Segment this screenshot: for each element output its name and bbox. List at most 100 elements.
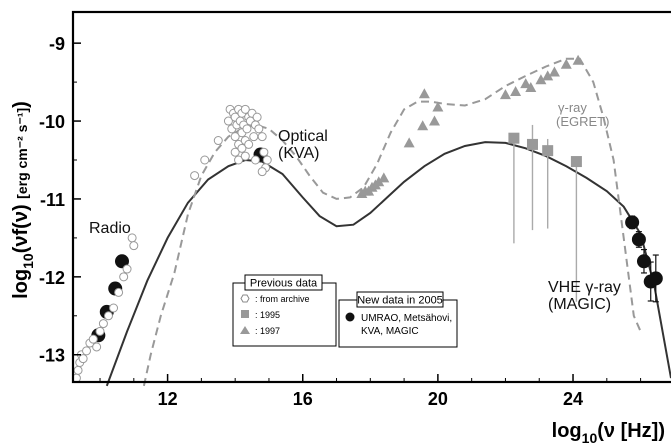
new-data-point <box>631 232 646 247</box>
legend-previous-title: Previous data <box>250 278 318 290</box>
archive-data-point <box>240 104 250 114</box>
x-axis-label-rest: (ν [Hz]) <box>597 420 665 442</box>
data-point-1997 <box>548 66 560 77</box>
data-point-1997 <box>373 176 385 187</box>
x-axis-label-sub: 10 <box>582 430 598 445</box>
data-point-1997 <box>418 88 430 99</box>
data-point-1997 <box>510 85 522 96</box>
data-point-1997 <box>535 74 547 85</box>
archive-data-point <box>82 346 92 356</box>
archive-data-point <box>190 171 200 181</box>
archive-data-point <box>92 342 102 352</box>
archive-data-point <box>259 147 269 157</box>
legend-new-line-2: KVA, MAGIC <box>361 326 419 337</box>
archive-data-point <box>95 326 105 336</box>
y-tick-label: -11 <box>40 190 65 210</box>
new-data-point <box>636 254 651 269</box>
data-point-1997 <box>525 82 537 93</box>
archive-data-point <box>213 136 223 146</box>
new-data-point <box>625 215 640 230</box>
archive-data-point <box>88 334 98 344</box>
archive-data-point <box>254 124 264 134</box>
archive-data-point <box>249 132 259 142</box>
archive-data-point <box>244 139 254 149</box>
data-point-1997 <box>429 115 441 126</box>
y-tick-label: -13 <box>39 346 65 366</box>
archive-data-point <box>223 116 233 126</box>
y-axis-label-base: log <box>10 269 32 299</box>
y-tick-label: -12 <box>39 268 65 288</box>
archive-data-point <box>230 132 240 142</box>
archive-data-point <box>237 143 247 153</box>
x-axis-label-base: log <box>552 420 582 442</box>
archive-data-point <box>234 155 244 165</box>
data-point-1997 <box>499 89 511 100</box>
archive-data-point <box>78 354 88 364</box>
archive-data-point <box>250 155 260 165</box>
archive-data-point <box>122 264 132 274</box>
archive-data-point <box>257 132 267 142</box>
data-point-1995 <box>542 145 554 157</box>
archive-data-point <box>103 311 113 321</box>
archive-data-point <box>129 241 139 251</box>
archive-data-point <box>262 155 272 165</box>
radio-label: Radio <box>89 220 131 237</box>
data-point-1997 <box>432 101 444 112</box>
plot-frame <box>71 10 671 384</box>
legend-hexagon-icon <box>240 294 250 303</box>
archive-data-point <box>257 167 267 177</box>
new-data-point <box>114 254 129 269</box>
y-axis-label-close: ) <box>10 101 32 108</box>
data-point-1997 <box>378 172 390 183</box>
data-point-1997 <box>417 120 429 131</box>
archive-data-point <box>200 155 210 165</box>
archive-data-point <box>73 365 83 375</box>
vhe-gamma-ray-label: VHE γ-ray <box>548 279 621 296</box>
legend-triangle-icon <box>240 326 250 334</box>
legend-new-data: New data in 2005 UMRAO, Metsähovi, KVA, … <box>338 291 458 348</box>
data-point-1997 <box>542 70 554 81</box>
x-axis-label: log10(ν [Hz]) <box>552 420 665 445</box>
legend-archive-text: : from archive <box>255 294 310 304</box>
y-axis-label-rest: (νf(ν) <box>10 199 32 253</box>
data-point-1997 <box>403 137 415 148</box>
x-tick-label: 24 <box>563 389 583 409</box>
archive-data-point <box>98 319 108 329</box>
legend-new-title: New data in 2005 <box>357 295 443 307</box>
optical-label: Optical <box>278 128 328 145</box>
x-tick-label: 20 <box>428 389 448 409</box>
legend-filled-circle-icon <box>345 312 355 322</box>
x-tick-label: 12 <box>158 389 178 409</box>
archive-data-point <box>114 287 124 297</box>
legend-previous-data: Previous data : from archive : 1995 : 19… <box>232 274 337 347</box>
y-axis-label-unit: [erg cm⁻² s⁻¹] <box>14 108 30 199</box>
data-point-1997 <box>572 54 584 65</box>
y-axis-label: log10(νf(ν) [erg cm⁻² s⁻¹]) <box>10 101 36 299</box>
new-data-point <box>648 271 663 286</box>
y-tick-label: -10 <box>39 112 65 132</box>
x-tick-label: 16 <box>293 389 313 409</box>
y-axis-label-sub: 10 <box>20 253 36 269</box>
data-point-1995 <box>526 138 538 150</box>
legend-new-line-1: UMRAO, Metsähovi, <box>361 313 452 324</box>
axis-ticks: 12 16 20 24 -13 -12 -11 -10 -9 <box>39 34 642 409</box>
archive-data-point <box>119 272 129 282</box>
solid-model-curve <box>105 141 671 387</box>
optical-kva-label: (KVA) <box>278 145 319 162</box>
legend-square-icon <box>241 310 249 318</box>
archive-data-point <box>252 112 262 122</box>
legend-1997-text: : 1997 <box>255 326 280 336</box>
magic-label: (MAGIC) <box>548 296 611 313</box>
data-point-1995 <box>570 156 582 168</box>
archive-data-point <box>230 147 240 157</box>
archive-data-point <box>240 151 250 161</box>
data-point-1997 <box>560 58 572 69</box>
y-tick-label: -9 <box>49 34 65 54</box>
archive-data-point <box>109 303 119 313</box>
data-points <box>71 54 663 383</box>
legend-1995-text: : 1995 <box>255 310 280 320</box>
egret-label: (EGRET) <box>556 114 609 129</box>
gamma-ray-label: γ-ray <box>558 100 587 115</box>
data-point-1997 <box>520 78 532 89</box>
